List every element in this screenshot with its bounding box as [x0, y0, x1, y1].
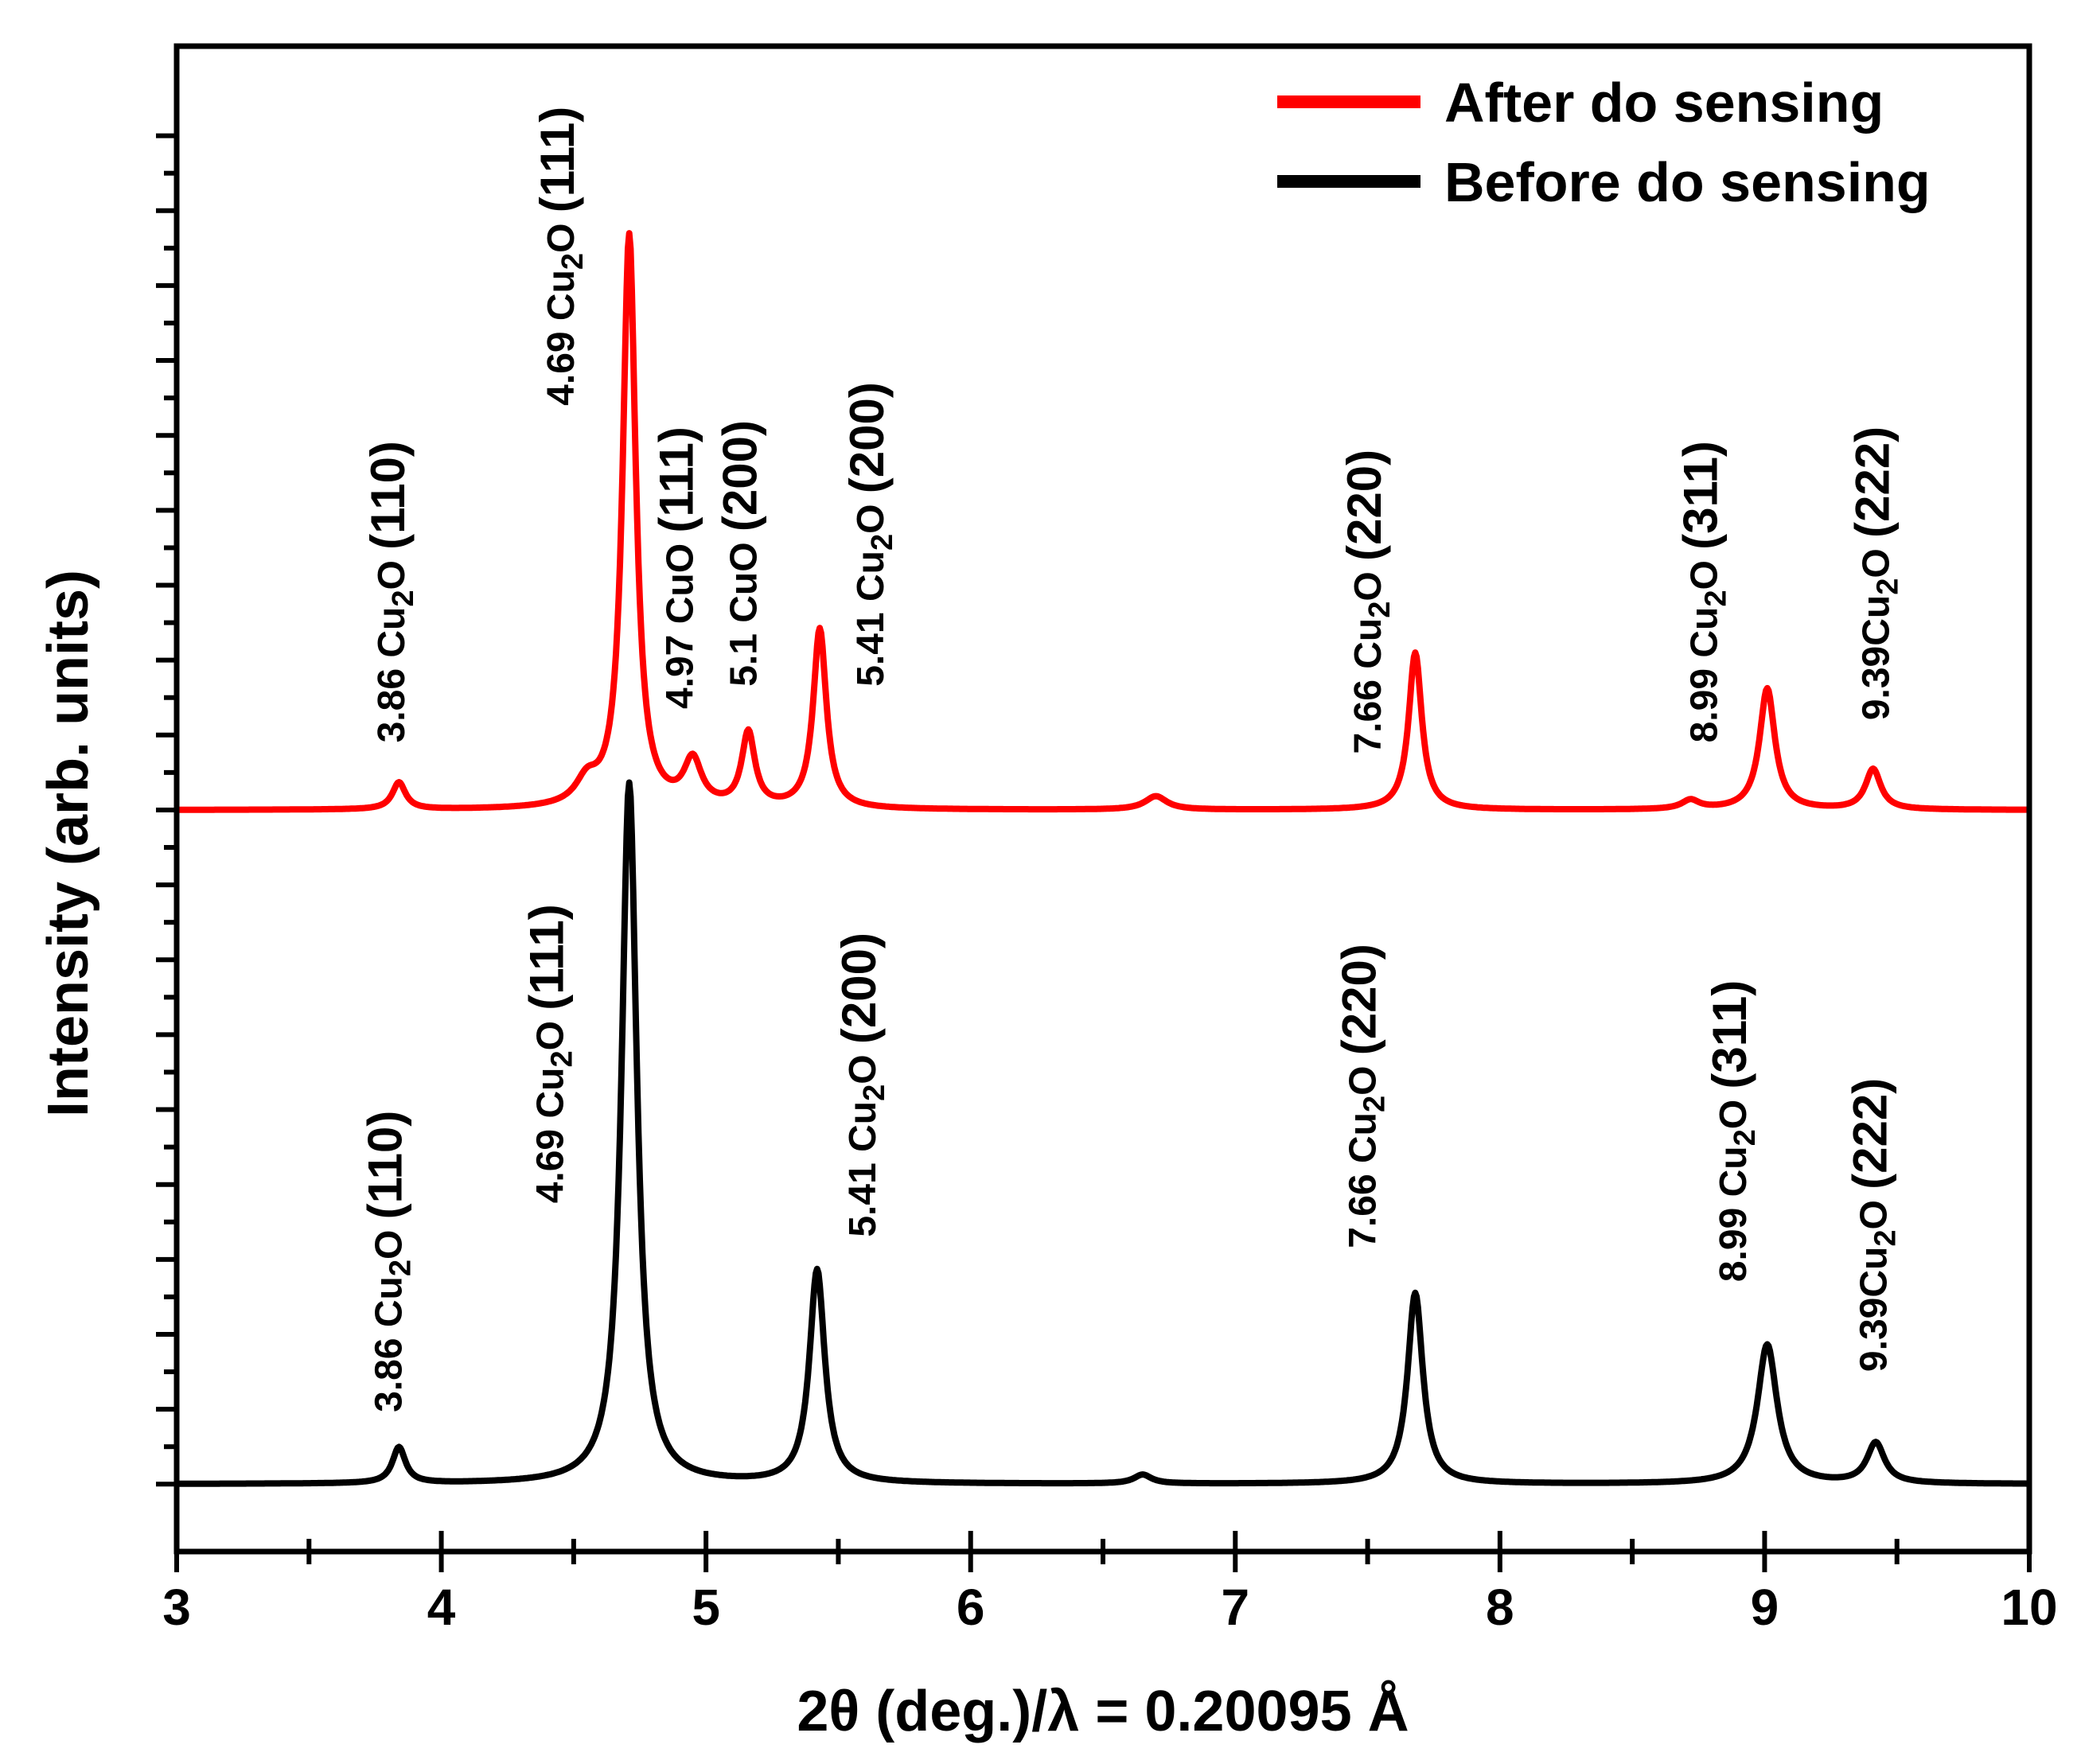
x-tick-label: 7 [1221, 1579, 1249, 1636]
series-line-after [174, 230, 2032, 813]
x-axis-title: 2θ (deg.)/λ = 0.20095 Å [797, 1680, 1409, 1743]
x-axis-ticks: 3 4 5 6 7 8 9 10 [162, 1531, 2058, 1636]
peak-label: 8.99 Cu2O (311) [1674, 441, 1733, 742]
peak-label: 8.99 Cu2O (311) [1703, 980, 1762, 1282]
peak-annotations: 3.86 Cu2O (110) 4.69 Cu2O (111) 4.97 CuO (… [359, 107, 1905, 1412]
legend: After do sensing Before do sensing [1277, 72, 1931, 213]
x-tick-label: 4 [427, 1579, 456, 1636]
peak-label: 5.41 Cu2O (200) [832, 933, 891, 1237]
peak-label: 4.97 CuO (111) [650, 426, 703, 709]
peak-label: 5.1 CuO (200) [713, 420, 766, 687]
x-tick-label: 10 [2001, 1579, 2057, 1636]
legend-label-before: Before do sensing [1444, 151, 1931, 213]
x-tick-label: 3 [162, 1579, 191, 1636]
peak-label: 7.66 Cu2O (220) [1338, 450, 1397, 754]
x-tick-label: 5 [692, 1579, 720, 1636]
x-tick-label: 6 [957, 1579, 985, 1636]
peak-label: 3.86 Cu2O (110) [359, 1111, 418, 1412]
peak-label: 5.41 Cu2O (200) [840, 382, 899, 687]
curves-layer [174, 230, 2032, 1487]
y-axis-title: Intensity (arb. units) [37, 570, 100, 1117]
legend-label-after: After do sensing [1444, 72, 1884, 134]
peak-label: 7.66 Cu2O (220) [1333, 944, 1392, 1248]
x-tick-label: 8 [1486, 1579, 1514, 1636]
peak-label: 4.69 Cu2O (111) [520, 904, 579, 1203]
peak-label: 4.69 Cu2O (111) [531, 107, 590, 406]
y-axis-ticks [156, 133, 177, 1487]
series-line-before [174, 779, 2032, 1487]
peak-label: 9.39Cu2O (222) [1843, 1078, 1902, 1372]
x-tick-label: 9 [1751, 1579, 1779, 1636]
peak-label: 3.86 Cu2O (110) [361, 441, 420, 742]
peak-label: 9.39Cu2O (222) [1846, 426, 1905, 720]
